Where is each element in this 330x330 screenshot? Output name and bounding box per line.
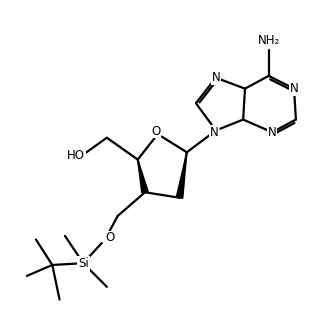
Text: HO: HO xyxy=(67,149,85,162)
Text: N: N xyxy=(212,71,220,84)
Text: O: O xyxy=(106,231,115,244)
Polygon shape xyxy=(138,159,148,193)
Text: NH₂: NH₂ xyxy=(257,34,280,47)
Text: N: N xyxy=(290,82,298,95)
Polygon shape xyxy=(176,152,187,198)
Text: O: O xyxy=(151,125,160,138)
Text: N: N xyxy=(268,126,277,139)
Text: Si: Si xyxy=(78,257,88,270)
Text: N: N xyxy=(210,126,218,139)
Polygon shape xyxy=(107,138,138,159)
